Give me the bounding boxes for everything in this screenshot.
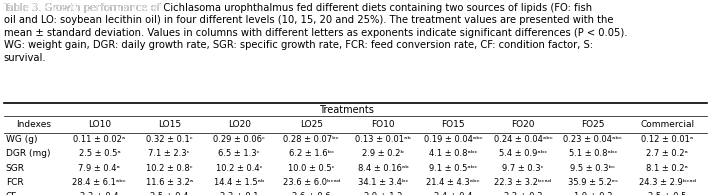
Text: FCR: FCR (6, 178, 23, 187)
Text: 0.24 ± 0.04ᵃᵇᶜ: 0.24 ± 0.04ᵃᵇᶜ (493, 135, 552, 144)
Text: 2.7 ± 0.2ᵃ: 2.7 ± 0.2ᵃ (646, 149, 688, 159)
Text: Table 3. Growth performance of Cichlasoma urophthalmus fed different diets conta: Table 3. Growth performance of Cichlasom… (4, 3, 627, 63)
Text: Indexes: Indexes (16, 120, 52, 129)
Text: FO25: FO25 (581, 120, 605, 129)
Text: Table 3. Growth performance of: Table 3. Growth performance of (4, 3, 164, 13)
Text: FO10: FO10 (372, 120, 395, 129)
Text: 2.5 ± 0.5ᵃ: 2.5 ± 0.5ᵃ (79, 149, 120, 159)
Text: LO15: LO15 (158, 120, 181, 129)
Text: 0.12 ± 0.01ᵃ: 0.12 ± 0.01ᵃ (641, 135, 693, 144)
Text: 5.1 ± 0.8ᵃᵇᶜ: 5.1 ± 0.8ᵃᵇᶜ (569, 149, 617, 159)
Text: 35.9 ± 5.2ᵉᶜ: 35.9 ± 5.2ᵉᶜ (568, 178, 618, 187)
Text: 1.9 ± 0.3: 1.9 ± 0.3 (573, 192, 612, 195)
Text: DGR (mg): DGR (mg) (6, 149, 50, 159)
Text: 7.1 ± 2.3ᶜ: 7.1 ± 2.3ᶜ (149, 149, 190, 159)
Text: 2.9 ± 0.2ᵇ: 2.9 ± 0.2ᵇ (362, 149, 404, 159)
Text: 0.32 ± 0.1ᶜ: 0.32 ± 0.1ᶜ (146, 135, 193, 144)
Text: 4.1 ± 0.8ᵃᵇᶜ: 4.1 ± 0.8ᵃᵇᶜ (429, 149, 477, 159)
Text: FO20: FO20 (511, 120, 535, 129)
Text: Treatments: Treatments (319, 105, 374, 115)
Text: 2.3 ± 0.4: 2.3 ± 0.4 (80, 192, 119, 195)
Text: 0.28 ± 0.07ᵇᶜ: 0.28 ± 0.07ᵇᶜ (283, 135, 339, 144)
Text: 2.4 ± 0.4: 2.4 ± 0.4 (434, 192, 472, 195)
Text: 9.7 ± 0.3ᶜ: 9.7 ± 0.3ᶜ (502, 164, 544, 173)
Text: 10.0 ± 0.5ᶜ: 10.0 ± 0.5ᶜ (288, 164, 334, 173)
Text: 8.4 ± 0.16ᵃᵇ: 8.4 ± 0.16ᵃᵇ (358, 164, 409, 173)
Text: 5.4 ± 0.9ᵃᵇᶜ: 5.4 ± 0.9ᵃᵇᶜ (499, 149, 547, 159)
Text: 0.13 ± 0.01ᵃᵇ: 0.13 ± 0.01ᵃᵇ (355, 135, 411, 144)
Text: 6.2 ± 1.6ᵇᶜ: 6.2 ± 1.6ᵇᶜ (289, 149, 334, 159)
Text: SGR: SGR (6, 164, 25, 173)
Text: LO10: LO10 (88, 120, 111, 129)
Text: 23.6 ± 6.0ᵇᶜᵃᵈ: 23.6 ± 6.0ᵇᶜᵃᵈ (282, 178, 340, 187)
Text: 28.4 ± 6.1ᵃᵇᶜ: 28.4 ± 6.1ᵃᵇᶜ (72, 178, 126, 187)
Text: 0.29 ± 0.06ᶜ: 0.29 ± 0.06ᶜ (213, 135, 265, 144)
Text: 10.2 ± 0.4ᶜ: 10.2 ± 0.4ᶜ (216, 164, 263, 173)
Text: 10.2 ± 0.8ᶜ: 10.2 ± 0.8ᶜ (146, 164, 193, 173)
Text: 22.3 ± 3.2ᵇᶜᵃᵈ: 22.3 ± 3.2ᵇᶜᵃᵈ (494, 178, 552, 187)
Text: 24.3 ± 2.9ᵇᶜᵃᵈ: 24.3 ± 2.9ᵇᶜᵃᵈ (639, 178, 696, 187)
Text: 2.3 ± 0.1: 2.3 ± 0.1 (220, 192, 258, 195)
Text: 0.23 ± 0.04ᵃᵇᶜ: 0.23 ± 0.04ᵃᵇᶜ (564, 135, 622, 144)
Text: 7.9 ± 0.4ᵃ: 7.9 ± 0.4ᵃ (79, 164, 120, 173)
Text: WG (g): WG (g) (6, 135, 37, 144)
Text: 2.9 ± 1.2: 2.9 ± 1.2 (364, 192, 402, 195)
Text: FO15: FO15 (441, 120, 465, 129)
Text: LO25: LO25 (299, 120, 323, 129)
Text: 2.5 ± 0.5: 2.5 ± 0.5 (648, 192, 686, 195)
Text: LO20: LO20 (228, 120, 251, 129)
Text: 11.6 ± 3.2ᵃ: 11.6 ± 3.2ᵃ (146, 178, 193, 187)
Text: 14.4 ± 1.5ᵃᵇ: 14.4 ± 1.5ᵃᵇ (214, 178, 265, 187)
Text: 2.2 ± 0.3: 2.2 ± 0.3 (504, 192, 542, 195)
Text: 0.11 ± 0.02ᵃ: 0.11 ± 0.02ᵃ (74, 135, 125, 144)
Text: 2.6 ± 0.6: 2.6 ± 0.6 (292, 192, 331, 195)
Text: 21.4 ± 4.3ᵃᵇᶜ: 21.4 ± 4.3ᵃᵇᶜ (426, 178, 480, 187)
Text: 9.5 ± 0.3ᵇᶜ: 9.5 ± 0.3ᵇᶜ (571, 164, 615, 173)
Text: CF: CF (6, 192, 17, 195)
Text: 0.19 ± 0.04ᵃᵇᶜ: 0.19 ± 0.04ᵃᵇᶜ (423, 135, 483, 144)
Text: 34.1 ± 3.4ᵇᶜ: 34.1 ± 3.4ᵇᶜ (358, 178, 409, 187)
Text: 6.5 ± 1.3ᶜ: 6.5 ± 1.3ᶜ (218, 149, 260, 159)
Text: Commercial: Commercial (640, 120, 695, 129)
Text: 8.1 ± 0.2ᵃ: 8.1 ± 0.2ᵃ (646, 164, 688, 173)
Text: 9.1 ± 0.5ᵃᵇᶜ: 9.1 ± 0.5ᵃᵇᶜ (429, 164, 477, 173)
Text: 2.5 ± 0.4: 2.5 ± 0.4 (150, 192, 188, 195)
